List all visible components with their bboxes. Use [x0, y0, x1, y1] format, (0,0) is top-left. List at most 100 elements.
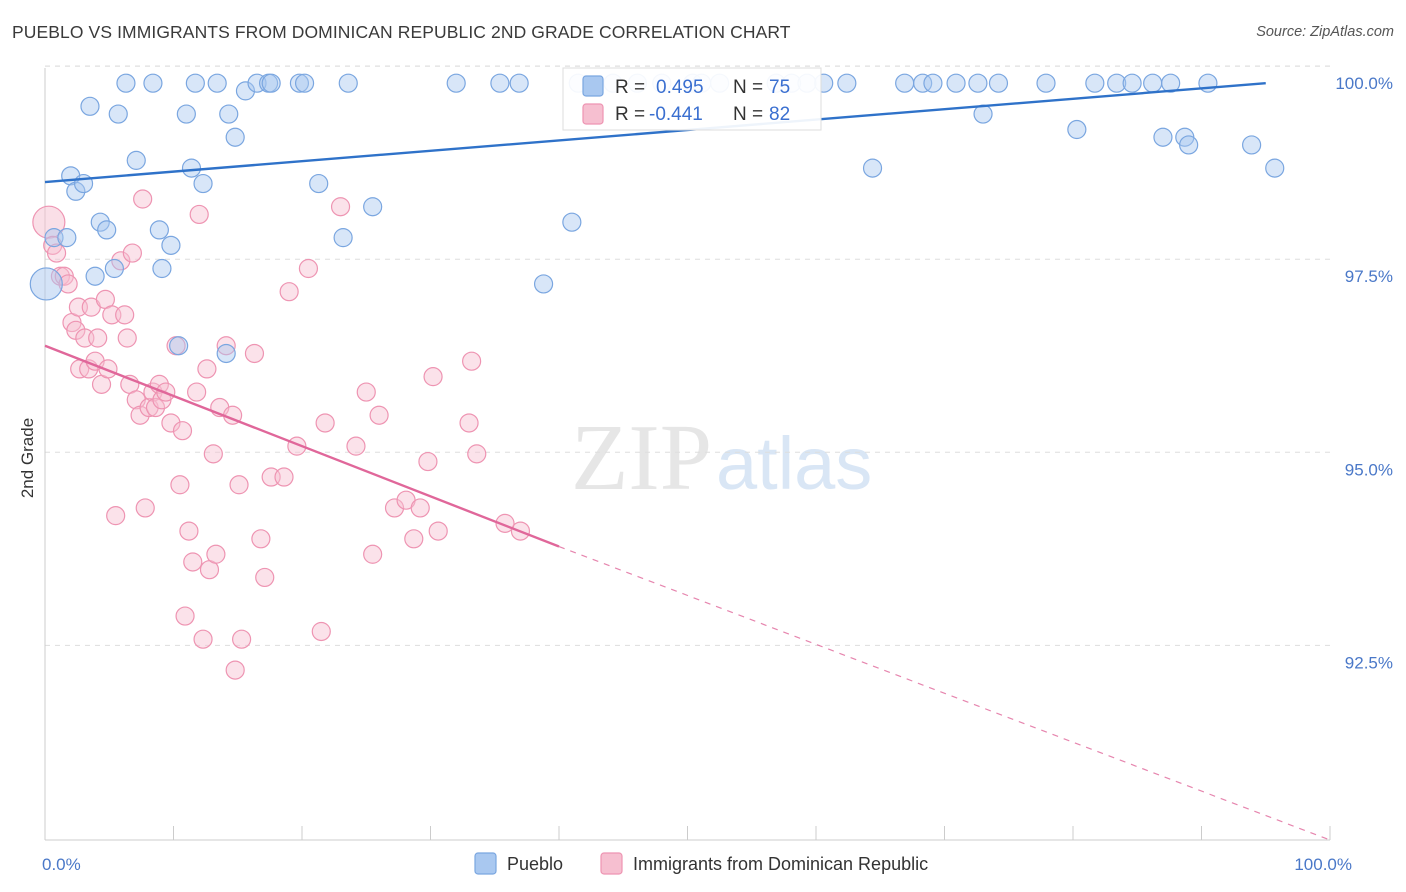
dominican-point [145, 397, 166, 418]
pueblo-point [90, 212, 110, 232]
y-tick-label: 100.0% [1335, 74, 1393, 93]
legend-label-dominican: Immigrants from Dominican Republic [633, 854, 928, 874]
dominican-point [88, 328, 108, 348]
x-tick-label: 100.0% [1294, 855, 1352, 874]
pueblo-point [149, 220, 169, 240]
dominican-point [298, 258, 319, 279]
pueblo-point [66, 181, 86, 201]
pueblo-point [1265, 158, 1285, 178]
dominican-point [418, 451, 438, 472]
dominican-point [133, 189, 153, 209]
dominican-point [346, 436, 366, 456]
dominican-point [279, 282, 299, 302]
pueblo-point [562, 212, 582, 232]
pueblo-point [85, 266, 105, 286]
dominican-point [115, 305, 135, 325]
dominican-point [410, 498, 430, 518]
pueblo-point [1153, 127, 1173, 147]
pueblo-point [1122, 73, 1142, 93]
pueblo-point [509, 73, 529, 93]
pueblo-point [1085, 73, 1105, 93]
dominican-point [216, 336, 236, 356]
pueblo-point [80, 96, 100, 116]
pueblo-point [169, 336, 189, 356]
pueblo-point [247, 73, 267, 93]
trend-layer [44, 81, 1331, 841]
dominican-point [404, 529, 424, 549]
dominican-point [462, 351, 482, 371]
legend-stats-swatch-dominican [582, 103, 604, 125]
pueblo-point [533, 274, 554, 294]
legend-swatch-dominican [600, 852, 623, 875]
dominican-point [32, 205, 66, 239]
pueblo-point [333, 228, 353, 248]
legend-stats-n-label-pueblo: N = [733, 77, 763, 98]
pueblo-point [97, 220, 117, 240]
pueblo-point [161, 235, 181, 255]
pueblo-point [216, 343, 236, 364]
dominican-point [175, 606, 195, 626]
pueblo-point [1242, 135, 1262, 155]
dominican-point [356, 382, 376, 402]
pueblo-point [57, 228, 77, 248]
pueblo-point [116, 73, 136, 93]
dominican-point [98, 359, 118, 379]
dominican-trend-line [44, 344, 560, 548]
pueblo-point [126, 150, 146, 170]
dominican-point [183, 552, 203, 572]
dominican-point [187, 382, 207, 402]
pueblo-point [862, 158, 883, 178]
y-tick-label: 95.0% [1345, 460, 1393, 479]
dominican-point [203, 444, 223, 464]
pueblo-point [309, 173, 329, 194]
pueblo-point [923, 73, 943, 93]
dominican-point [363, 544, 383, 564]
pueblo-point [490, 73, 510, 93]
pueblo-point [193, 173, 213, 194]
watermark-atlas: atlas [716, 422, 872, 505]
dominican-point [255, 567, 275, 588]
dominican-point [467, 444, 487, 464]
legend-stats-n-value-dominican: 82 [769, 104, 790, 125]
pueblo-point [29, 267, 63, 301]
dominican-point [206, 544, 226, 564]
pueblo-point [104, 258, 124, 279]
pueblo-point [895, 73, 915, 93]
axis-layer: 100.0% 97.5% 95.0% 92.5% 0.0% 100.0% [42, 68, 1393, 874]
pueblo-point [261, 73, 281, 93]
dominican-point [232, 629, 252, 649]
dominican-point [274, 467, 294, 487]
dominican-point [122, 243, 142, 263]
pueblo-point [219, 104, 239, 124]
pueblo-point [1161, 73, 1181, 93]
pueblo-point [289, 73, 310, 93]
dominican-point [161, 413, 181, 433]
y-tick-label: 92.5% [1345, 653, 1393, 672]
pueblo-point [837, 73, 857, 93]
legend-stats-r-label-dominican: R = [615, 104, 645, 125]
dominican-point [106, 506, 126, 526]
watermark: ZIP atlas [571, 406, 872, 510]
watermark-zip: ZIP [571, 406, 712, 510]
dominican-point [117, 328, 137, 348]
pueblo-point [946, 73, 966, 93]
dominican-point [251, 529, 271, 549]
dominican-point [384, 498, 405, 518]
grid-layer [45, 65, 1330, 646]
dominican-point [179, 521, 199, 541]
pueblo-point [1036, 73, 1056, 93]
dominican-point [428, 521, 448, 541]
dominican-point [311, 621, 331, 642]
pueblo-point [176, 104, 196, 124]
dominican-point [189, 204, 209, 225]
pueblo-point [1067, 119, 1087, 140]
y-tick-label: 97.5% [1345, 267, 1393, 286]
dominican-point [315, 413, 335, 433]
legend-stats-n-value-pueblo: 75 [769, 77, 790, 98]
legend-stats-n-label-dominican: N = [733, 104, 763, 125]
pueblo-point [338, 73, 358, 93]
legend-label-pueblo: Pueblo [507, 854, 563, 874]
pueblo-point [225, 127, 245, 147]
dominican-point [423, 367, 443, 387]
